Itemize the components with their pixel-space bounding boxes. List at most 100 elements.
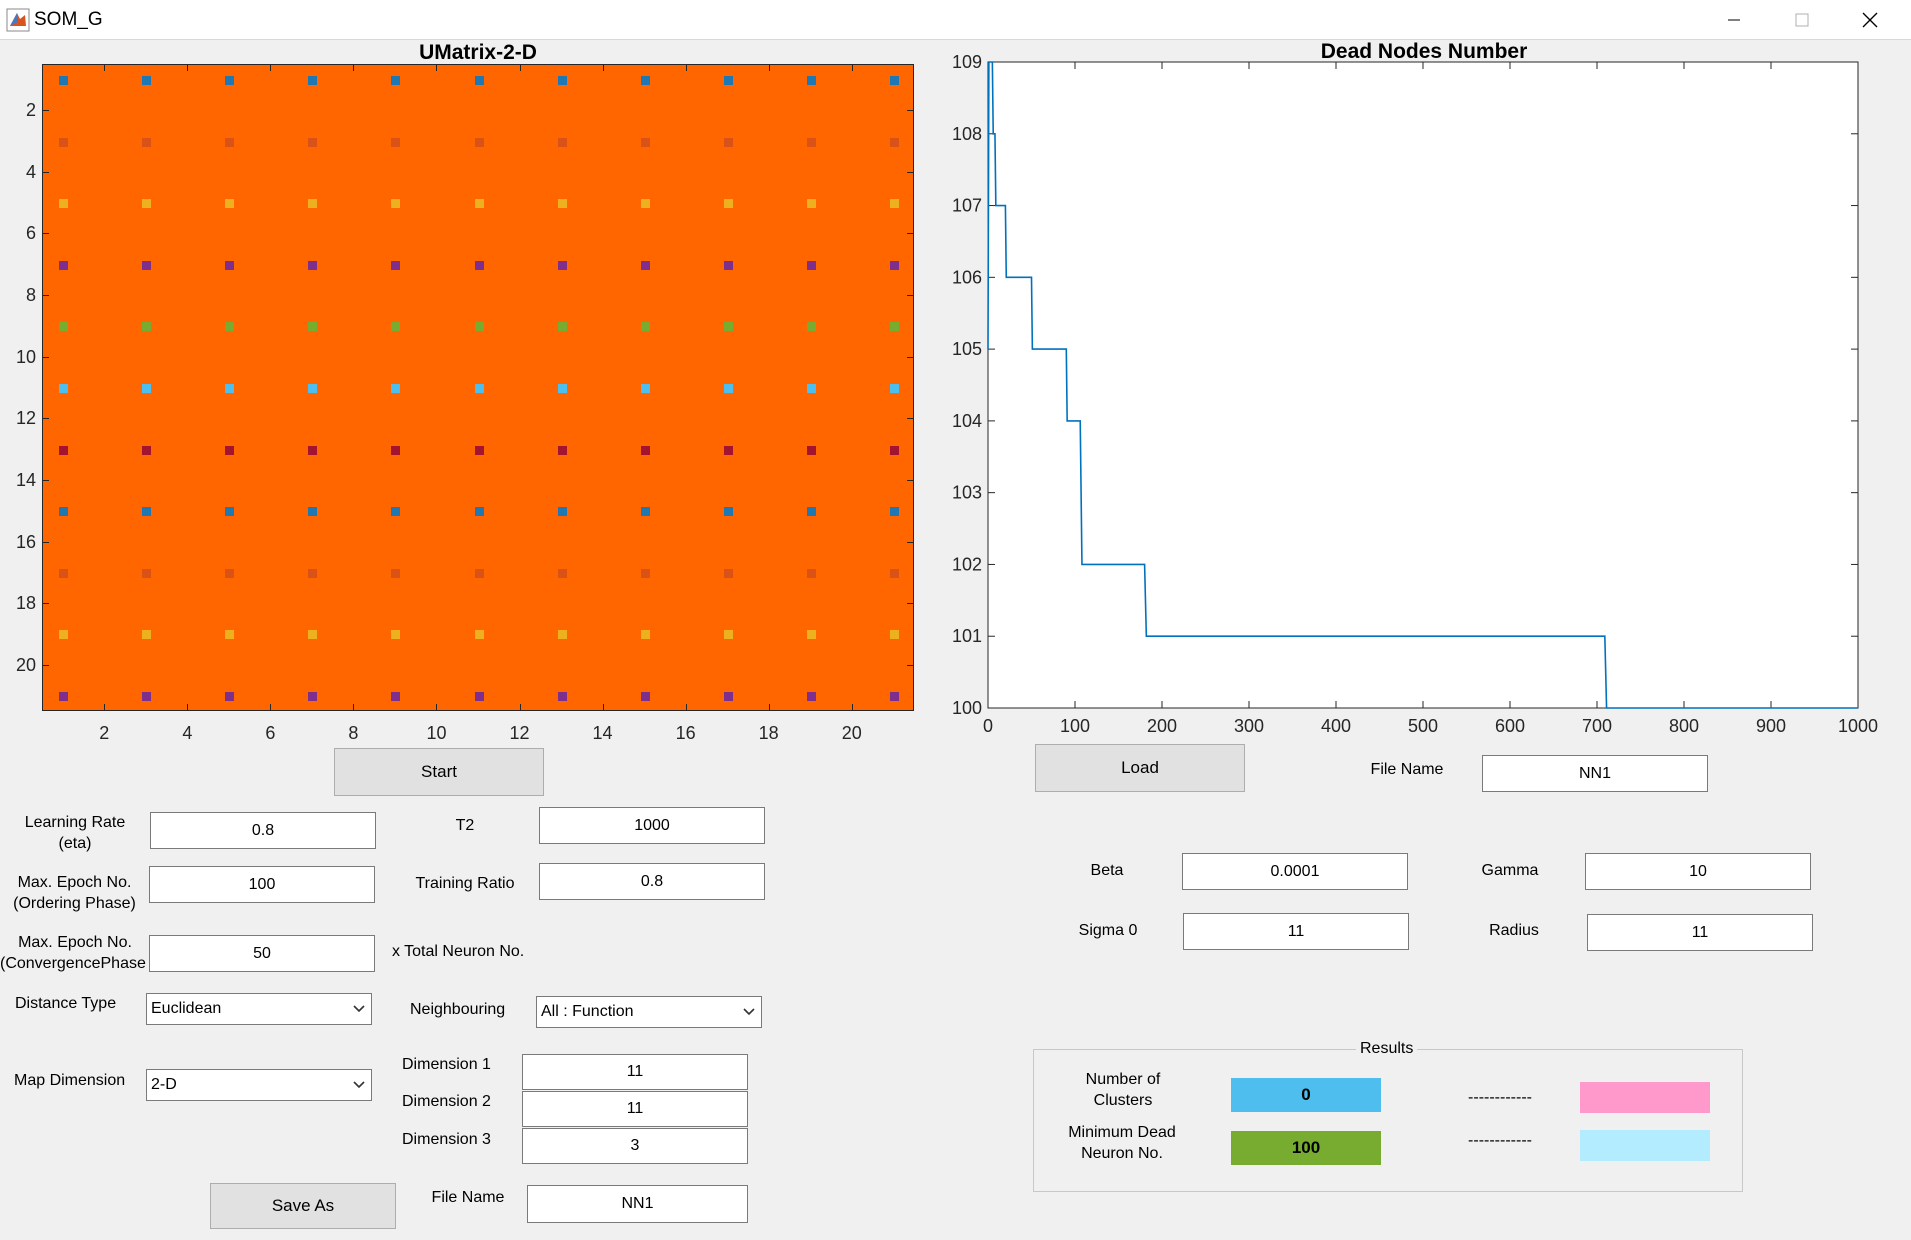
start-button[interactable]: Start	[334, 748, 544, 796]
clusters-label: Number of Clusters	[1058, 1069, 1188, 1111]
map-dimension-label: Map Dimension	[14, 1072, 126, 1089]
umatrix-node	[889, 568, 899, 578]
chevron-down-icon	[737, 997, 761, 1027]
umatrix-node	[806, 692, 816, 702]
minimize-button[interactable]	[1700, 0, 1768, 40]
umatrix-y-tick-label: 12	[15, 408, 36, 429]
umatrix-tick-mark	[42, 603, 49, 605]
umatrix-node	[142, 384, 152, 393]
distance-type-label: Distance Type	[15, 995, 117, 1012]
radius-field[interactable]: 11	[1587, 914, 1813, 951]
umatrix-node	[640, 692, 650, 702]
umatrix-tick-mark	[270, 64, 272, 71]
umatrix-node	[225, 630, 235, 640]
umatrix-x-tick-label: 8	[348, 723, 359, 743]
umatrix-node	[59, 445, 69, 455]
umatrix-tick-mark	[907, 171, 914, 173]
umatrix-node	[723, 692, 733, 702]
umatrix-node	[391, 692, 401, 702]
umatrix-node	[142, 692, 152, 702]
umatrix-node	[225, 445, 235, 455]
maximize-button[interactable]	[1768, 0, 1836, 40]
umatrix-node	[474, 692, 484, 702]
umatrix-tick-mark	[519, 64, 521, 71]
distance-type-value: Euclidean	[151, 1000, 222, 1017]
save-as-button[interactable]: Save As	[210, 1183, 396, 1229]
lightblue-indicator	[1580, 1130, 1710, 1161]
dead-neuron-value: 100	[1231, 1131, 1381, 1165]
umatrix-node	[225, 568, 235, 578]
load-button[interactable]: Load	[1035, 744, 1245, 792]
distance-type-select[interactable]: Euclidean	[146, 993, 372, 1025]
dimension-3-field[interactable]: 3	[522, 1128, 748, 1164]
umatrix-y-tick-label: 8	[25, 285, 36, 306]
chevron-down-icon	[347, 1070, 371, 1100]
map-dimension-select[interactable]: 2-D	[146, 1069, 372, 1101]
umatrix-node	[474, 568, 484, 578]
umatrix-node	[59, 384, 69, 393]
umatrix-node	[225, 75, 235, 85]
umatrix-tick-mark	[907, 603, 914, 605]
umatrix-node	[391, 568, 401, 578]
umatrix-node	[806, 137, 816, 147]
y-tick-label: 100	[952, 698, 982, 718]
x-tick-label: 500	[1408, 716, 1438, 736]
umatrix-node	[225, 692, 235, 702]
beta-label: Beta	[1090, 862, 1124, 879]
file-name-bottom-field[interactable]: NN1	[527, 1185, 748, 1223]
umatrix-node	[889, 199, 899, 209]
umatrix-node	[142, 322, 152, 332]
sigma0-field[interactable]: 11	[1183, 913, 1409, 950]
umatrix-x-tick-label: 4	[182, 723, 193, 743]
learning-rate-label: Learning Rate (eta)	[5, 812, 145, 854]
chevron-down-icon	[347, 994, 371, 1024]
max-epoch-ordering-label-line1: Max. Epoch No.	[17, 874, 132, 891]
umatrix-tick-mark	[851, 64, 853, 71]
umatrix-x-tick-label: 18	[758, 723, 779, 743]
learning-rate-field[interactable]: 0.8	[150, 812, 376, 849]
dashes-1: ------------	[1468, 1089, 1532, 1106]
umatrix-node	[142, 507, 152, 517]
training-ratio-field[interactable]: 0.8	[539, 863, 765, 900]
gamma-field[interactable]: 10	[1585, 853, 1811, 890]
umatrix-node	[59, 199, 69, 209]
y-tick-label: 103	[952, 483, 982, 503]
umatrix-node	[474, 507, 484, 517]
umatrix-y-tick-label: 14	[15, 469, 36, 490]
beta-field[interactable]: 0.0001	[1182, 853, 1408, 890]
umatrix-tick-mark	[685, 704, 687, 711]
umatrix-node	[59, 630, 69, 640]
umatrix-tick-mark	[42, 418, 49, 420]
file-name-top-label: File Name	[1370, 761, 1444, 778]
umatrix-node	[391, 75, 401, 85]
y-tick-label: 105	[952, 339, 982, 359]
t2-field[interactable]: 1000	[539, 807, 765, 844]
umatrix-tick-mark	[602, 64, 604, 71]
umatrix-tick-mark	[42, 233, 49, 235]
dimension-1-field[interactable]: 11	[522, 1054, 748, 1090]
max-epoch-conv-label: Max. Epoch No. (ConvergencePhase	[0, 932, 150, 974]
umatrix-tick-mark	[685, 64, 687, 71]
umatrix-tick-mark	[907, 541, 914, 543]
neighbouring-select[interactable]: All : Function	[536, 996, 762, 1028]
umatrix-node	[640, 199, 650, 209]
umatrix-tick-mark	[42, 664, 49, 666]
dimension-3-label: Dimension 3	[402, 1131, 491, 1148]
close-button[interactable]	[1836, 0, 1904, 40]
umatrix-x-tick-label: 16	[675, 723, 696, 743]
max-epoch-ordering-field[interactable]: 100	[149, 866, 375, 903]
umatrix-node	[806, 384, 816, 393]
umatrix-node	[474, 322, 484, 332]
dimension-2-field[interactable]: 11	[522, 1091, 748, 1127]
file-name-top-field[interactable]: NN1	[1482, 755, 1708, 792]
umatrix-tick-mark	[270, 704, 272, 711]
x-tick-label: 200	[1147, 716, 1177, 736]
umatrix-node	[640, 568, 650, 578]
umatrix-tick-mark	[602, 704, 604, 711]
max-epoch-conv-field[interactable]: 50	[149, 935, 375, 972]
umatrix-node	[225, 137, 235, 147]
umatrix-node	[142, 137, 152, 147]
sigma0-label: Sigma 0	[1078, 922, 1138, 939]
umatrix-node	[723, 322, 733, 332]
x-tick-label: 0	[983, 716, 993, 736]
